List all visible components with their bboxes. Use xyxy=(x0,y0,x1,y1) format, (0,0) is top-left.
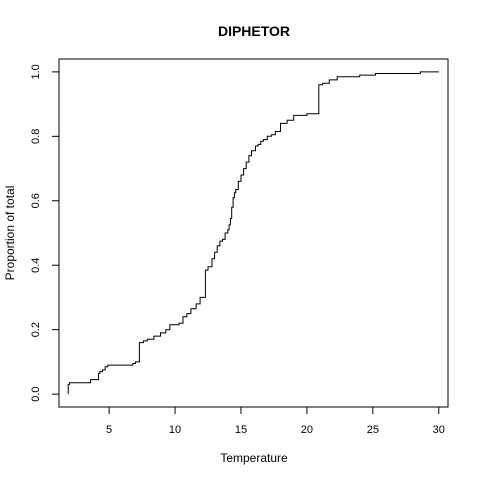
x-axis-label: Temperature xyxy=(220,451,288,465)
y-tick-label: 1.0 xyxy=(30,64,42,79)
x-tick-label: 15 xyxy=(235,424,247,436)
plot-frame xyxy=(58,58,449,408)
y-tick-label: 0.4 xyxy=(30,258,42,273)
y-axis: 0.0 0.2 0.4 0.6 0.8 1.0 xyxy=(30,64,59,402)
ecdf-series-line xyxy=(67,71,439,395)
y-tick-label: 0.0 xyxy=(30,386,42,401)
y-tick-label: 0.8 xyxy=(30,129,42,144)
y-axis-label: Proportion of total xyxy=(3,186,17,281)
x-axis: 5 10 15 20 25 30 xyxy=(106,407,445,436)
x-tick-label: 30 xyxy=(433,424,445,436)
y-tick-label: 0.2 xyxy=(30,322,42,337)
chart-title: DIPHETOR xyxy=(218,23,290,39)
y-tick-label: 0.6 xyxy=(30,193,42,208)
x-tick-label: 10 xyxy=(169,424,181,436)
x-tick-label: 5 xyxy=(106,424,112,436)
x-tick-label: 25 xyxy=(367,424,379,436)
x-tick-label: 20 xyxy=(301,424,313,436)
